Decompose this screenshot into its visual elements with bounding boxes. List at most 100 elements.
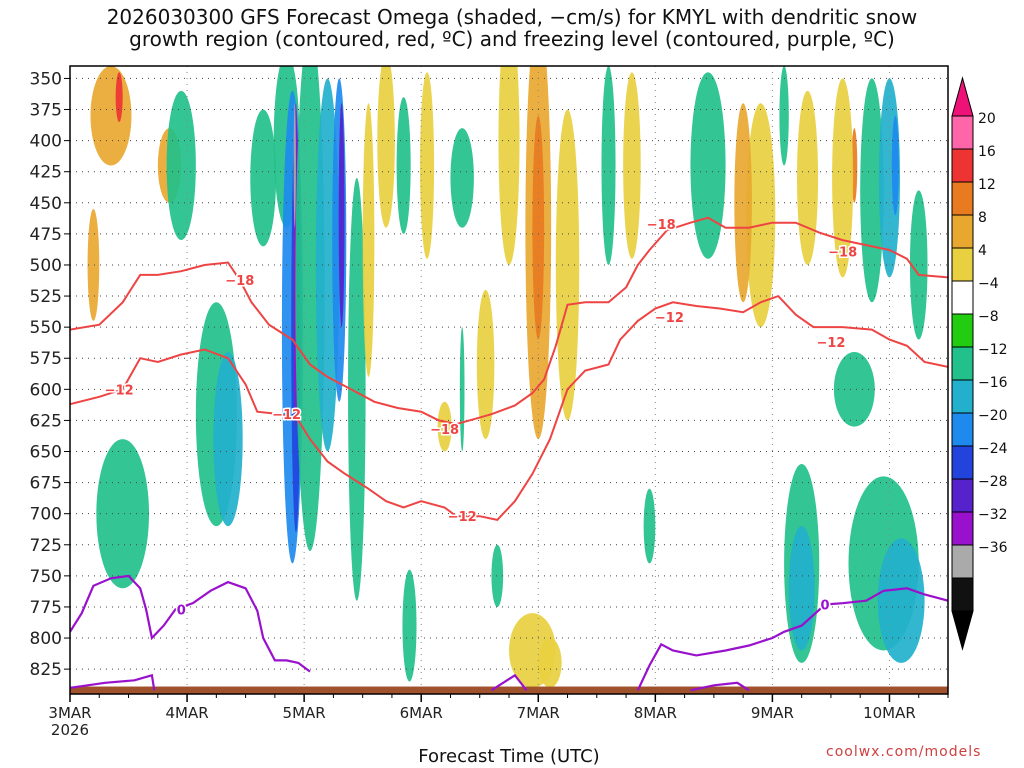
credit-text: coolwx.com/models (826, 744, 982, 760)
omega-patch (338, 103, 345, 328)
colorbar-segment (951, 313, 974, 348)
dgz-contour-label: −18 (430, 423, 459, 438)
y-tick-label: 475 (30, 225, 62, 245)
colorbar-label: 20 (978, 111, 996, 127)
colorbar-bottom-arrow (951, 610, 974, 651)
omega-patch (377, 66, 395, 228)
colorbar-segment (951, 511, 974, 546)
omega-patch (348, 177, 366, 601)
omega-patch (623, 72, 641, 259)
y-tick-label: 400 (30, 132, 62, 152)
colorbar-label: −16 (978, 375, 1008, 391)
colorbar-label: −12 (978, 342, 1008, 358)
freezing-contour-label: 0 (821, 598, 830, 613)
omega-patch (891, 115, 899, 216)
y-tick-label: 575 (30, 349, 62, 369)
freezing-contour (70, 574, 311, 673)
colorbar-segment (951, 148, 974, 183)
y-tick-label: 775 (30, 598, 62, 618)
y-tick-label: 350 (30, 69, 62, 89)
freezing-contour (70, 673, 156, 691)
omega-patch (293, 103, 296, 228)
omega-patch (796, 90, 819, 265)
y-tick-label: 450 (30, 194, 62, 214)
omega-patch (250, 109, 277, 247)
colorbar-label: 4 (978, 243, 987, 259)
omega-patch (87, 209, 100, 321)
contours: −18 −12 −12 −18 −12 −18 −12 −18 −12 0 0 (70, 216, 948, 692)
colorbar-label: −4 (978, 276, 999, 292)
y-tick-label: 525 (30, 287, 62, 307)
omega-patch (788, 526, 815, 651)
freezing-contour (636, 587, 948, 691)
y-tick-label: 550 (30, 318, 62, 338)
omega-patch (832, 78, 854, 278)
omega-patch (476, 289, 495, 440)
omega-patch (555, 109, 580, 421)
colorbar-top-arrow (951, 76, 974, 117)
omega-patch (538, 638, 562, 688)
omega-patch (450, 128, 474, 228)
x-tick-label: 5MAR (283, 704, 326, 722)
x-tick-label: 8MAR (634, 704, 677, 722)
y-tick-label: 600 (30, 380, 62, 400)
dgz-contour (70, 216, 948, 426)
omega-patch (90, 66, 132, 166)
y-tick-label: 650 (30, 443, 62, 463)
omega-patch (601, 66, 616, 265)
colorbar-label: −28 (978, 474, 1008, 490)
dgz-contour-label: −18 (225, 274, 254, 289)
omega-patch (690, 72, 726, 259)
dgz-contour-label: −12 (448, 510, 477, 525)
colorbar-segment (951, 346, 974, 381)
y-tick-label: 375 (30, 101, 62, 121)
colorbar-label: −24 (978, 441, 1008, 457)
colorbar-label: −20 (978, 408, 1008, 424)
y-tick-label: 425 (30, 163, 62, 183)
colorbar-segment (951, 544, 974, 579)
y-tick-label: 725 (30, 536, 62, 556)
omega-patch (532, 115, 545, 340)
omega-patch (746, 103, 776, 328)
omega-patch (833, 352, 875, 427)
y-tick-label: 800 (30, 629, 62, 649)
x-axis-label: Forecast Time (UTC) (418, 746, 600, 767)
dgz-contour-label: −12 (816, 336, 845, 351)
dgz-contour-label: −18 (647, 218, 676, 233)
x-tick-label: 6MAR (400, 704, 443, 722)
omega-patch (166, 90, 196, 241)
colorbar-label: 8 (978, 210, 987, 226)
omega-shading (87, 66, 928, 688)
colorbar-label: 12 (978, 177, 996, 193)
omega-patch (96, 439, 150, 589)
x-tick-sublabel: 2026 (51, 721, 89, 739)
omega-patch (420, 72, 435, 259)
colorbar-segment (951, 181, 974, 216)
y-tick-label: 750 (30, 567, 62, 587)
omega-patch (909, 190, 928, 340)
colorbar-label: −8 (978, 309, 999, 325)
colorbar-segment (951, 280, 974, 315)
omega-patch (115, 72, 123, 122)
colorbar-segment (951, 577, 974, 612)
omega-patch (643, 488, 656, 564)
colorbar-segment (951, 478, 974, 513)
grid (70, 66, 948, 694)
omega-patch (877, 538, 925, 663)
dgz-contour (70, 294, 948, 521)
colorbar-label: −36 (978, 540, 1008, 556)
y-tick-label: 675 (30, 474, 62, 494)
dgz-contour-label: −12 (655, 311, 684, 326)
omega-patch (437, 401, 452, 452)
x-tick-label: 7MAR (517, 704, 560, 722)
omega-patch (362, 103, 375, 377)
chart-title: 2026030300 GFS Forecast Omega (shaded, −… (106, 5, 918, 51)
dgz-contour-label: −12 (105, 383, 134, 398)
x-tick-label: 3MAR (48, 704, 91, 722)
omega-patch (402, 569, 417, 682)
y-tick-label: 625 (30, 411, 62, 431)
dgz-contour-label: −18 (828, 245, 857, 260)
colorbar-segment (951, 379, 974, 414)
omega-patch (860, 78, 884, 303)
